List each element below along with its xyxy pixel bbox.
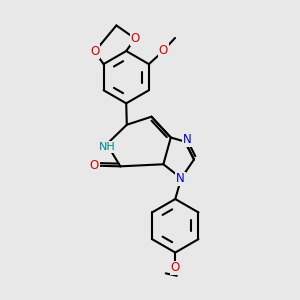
Text: O: O — [89, 159, 99, 172]
Text: O: O — [130, 32, 140, 45]
Text: O: O — [171, 262, 180, 275]
Text: O: O — [90, 45, 99, 58]
Text: N: N — [183, 133, 191, 146]
Text: N: N — [176, 172, 185, 185]
Text: NH: NH — [98, 142, 115, 152]
Text: O: O — [159, 44, 168, 57]
